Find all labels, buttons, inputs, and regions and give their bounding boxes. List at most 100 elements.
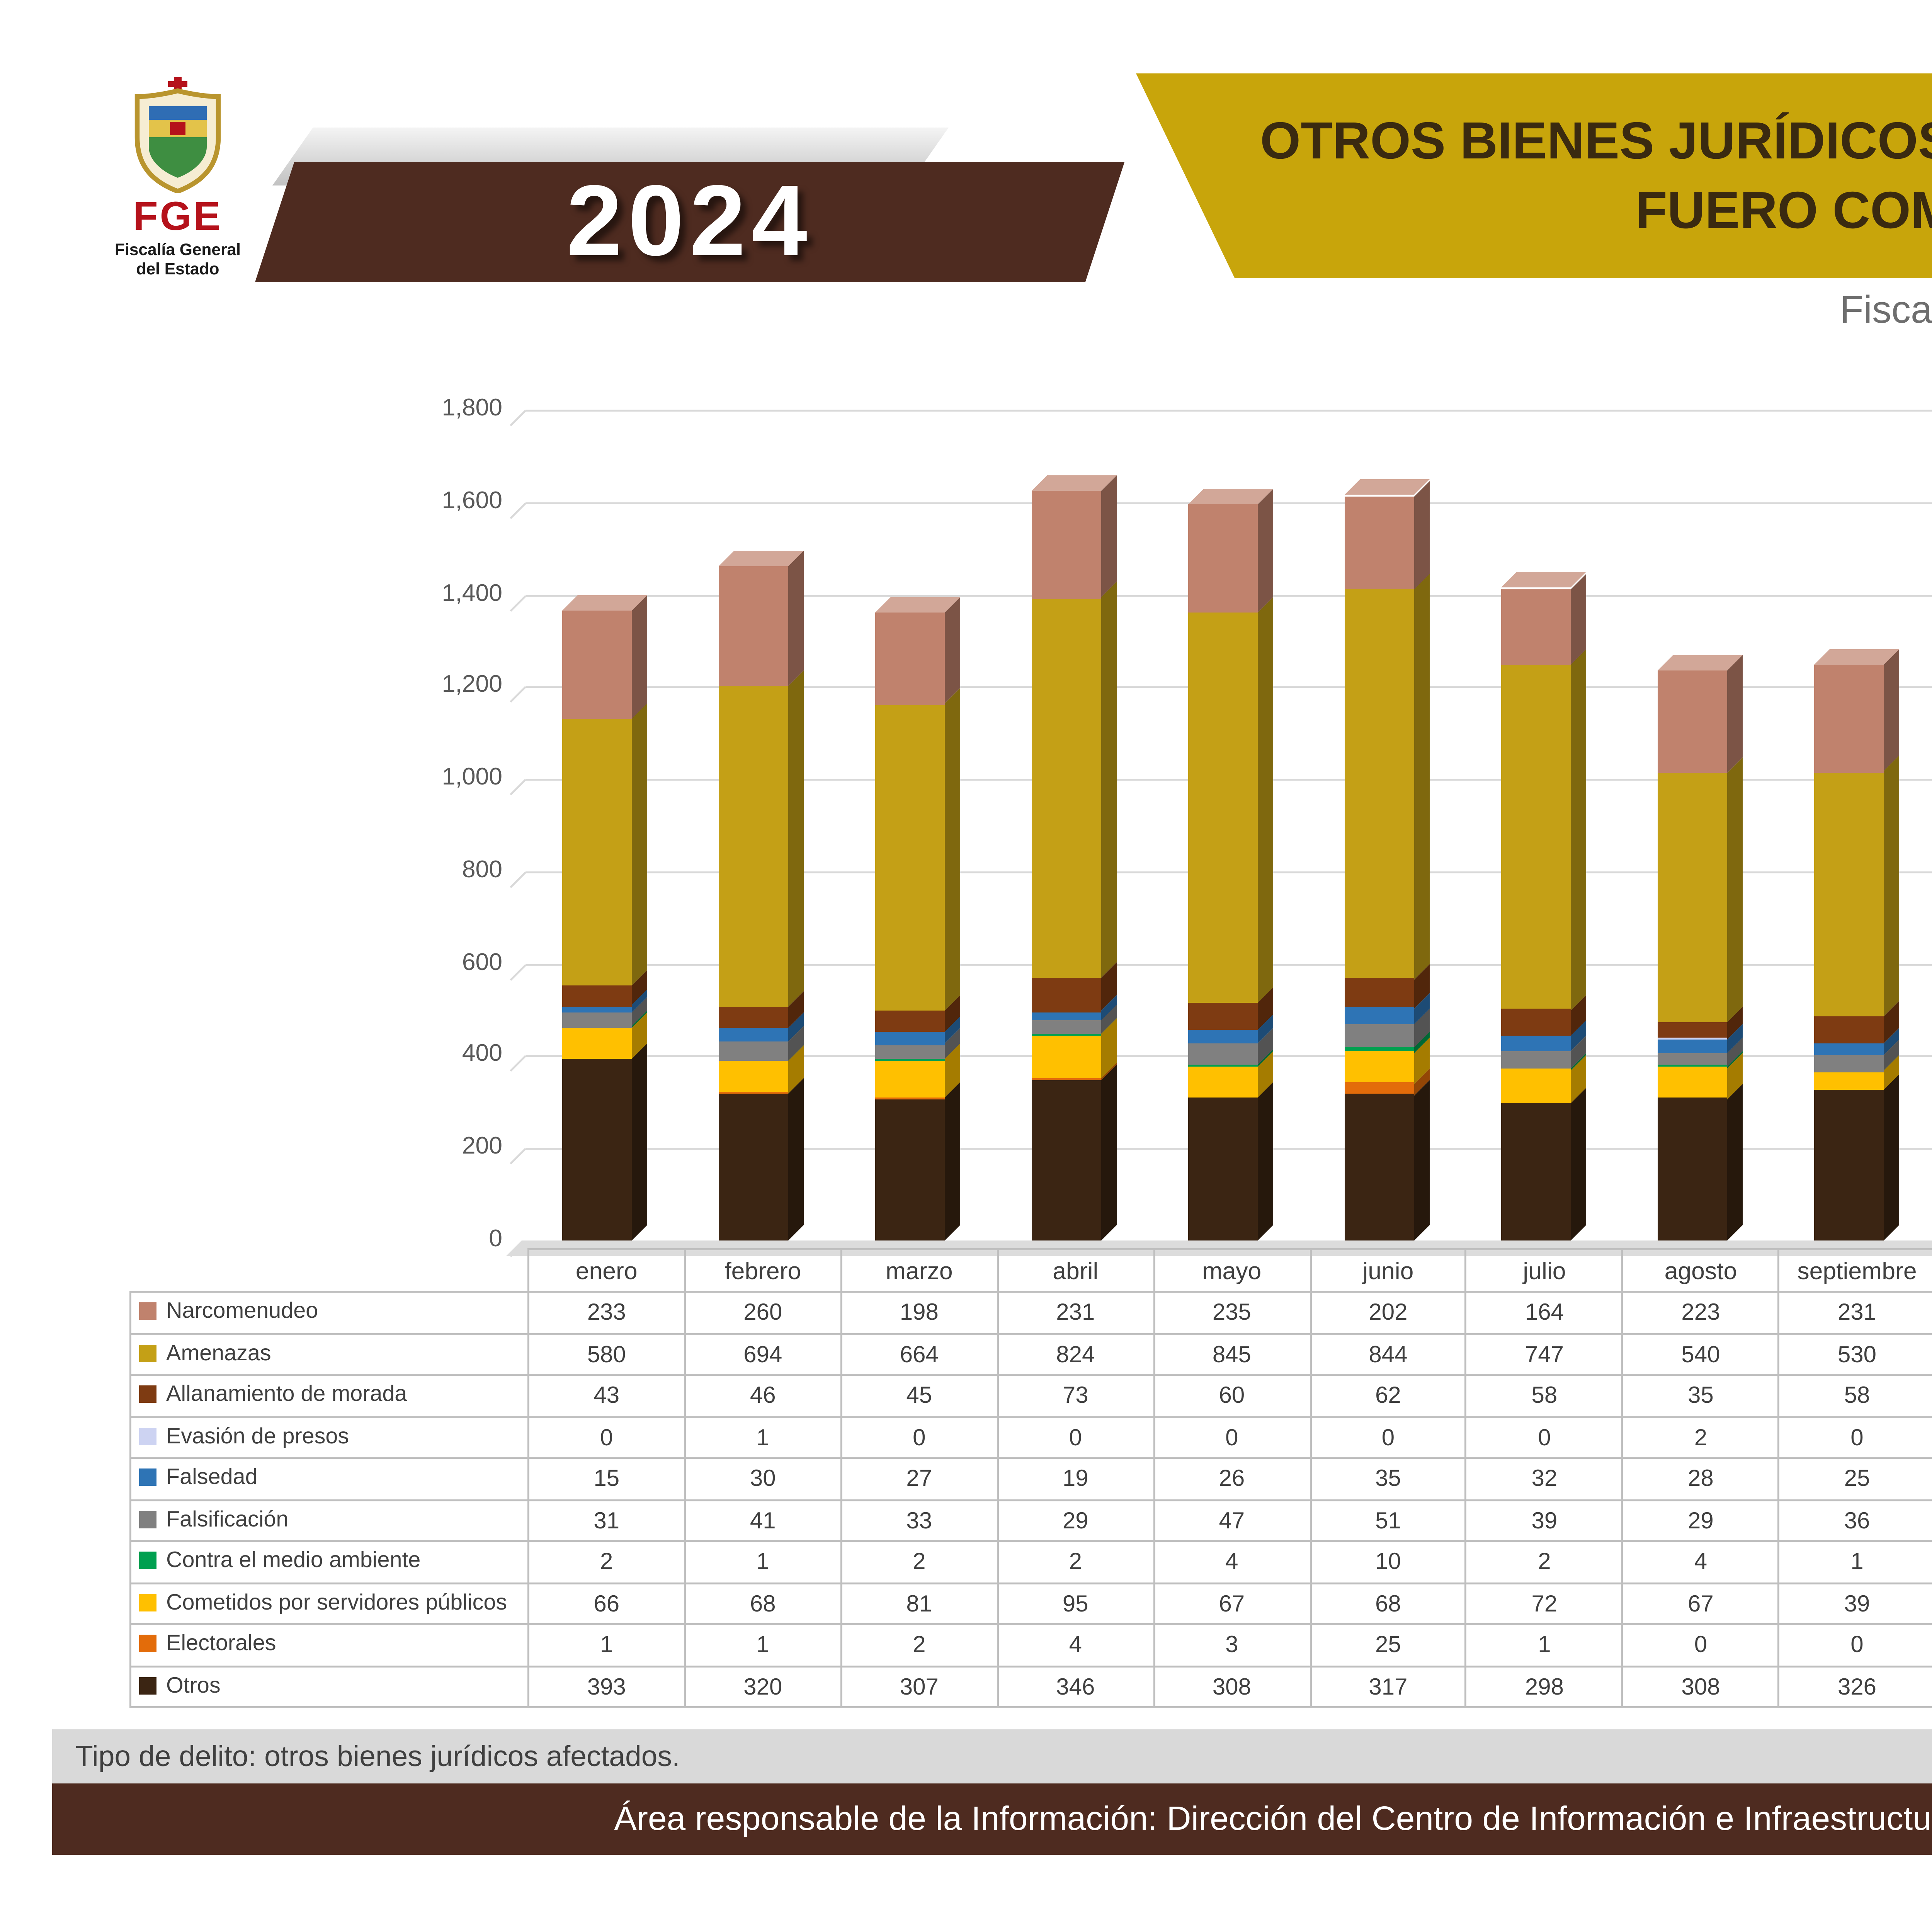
bar-abril xyxy=(1031,410,1116,1240)
bar-top-face xyxy=(1031,476,1116,492)
value-cell: 30 xyxy=(684,1457,842,1501)
y-axis-label: 1,200 xyxy=(442,671,502,698)
value-cell: 1 xyxy=(684,1623,842,1667)
bar-side xyxy=(631,596,646,1240)
gridline-depth-tick xyxy=(510,1056,526,1073)
bar-segment xyxy=(1656,1065,1726,1068)
table-row: Amenazas58069466482484584474754053061855… xyxy=(129,1332,1932,1376)
value-cell: 4 xyxy=(1153,1540,1311,1584)
legend-swatch xyxy=(139,1303,156,1320)
bar-segment xyxy=(1500,1035,1570,1051)
y-axis-label: 600 xyxy=(462,948,502,975)
value-cell: 235 xyxy=(1153,1291,1311,1334)
value-cell: 317 xyxy=(1309,1664,1468,1708)
value-cell: 580 xyxy=(527,1332,686,1376)
value-cell: 81 xyxy=(840,1581,998,1625)
value-cell: 2 xyxy=(840,1540,998,1584)
chart-data-table: enero febrero marzo abril mayo junio julio agos… xyxy=(129,1248,1932,1708)
bar-segment-side xyxy=(1570,648,1585,1009)
bar-segment xyxy=(1656,1022,1726,1039)
value-cell: 1 xyxy=(527,1623,686,1667)
logo-acronym: FGE xyxy=(133,195,223,240)
value-cell: 67 xyxy=(1621,1581,1780,1625)
table-row: Allanamiento de morada 43 46 45 73 60 62 58 35 58… xyxy=(129,1374,1932,1417)
legend-cell: Electorales xyxy=(129,1623,529,1667)
value-cell: 164 xyxy=(1465,1291,1624,1334)
bar-segment xyxy=(1187,1064,1257,1066)
bar-segment xyxy=(561,1027,631,1028)
bar-segment xyxy=(1187,1042,1257,1064)
y-axis-label: 0 xyxy=(489,1225,502,1252)
bar-segment xyxy=(1813,1043,1883,1055)
gridline-depth-tick xyxy=(510,779,526,796)
value-cell: 25 xyxy=(1309,1623,1468,1667)
y-axis-label: 400 xyxy=(462,1040,502,1068)
legend-cell: Narcomenudeo xyxy=(129,1291,529,1334)
bar-julio xyxy=(1500,410,1585,1240)
bar-segment xyxy=(1344,1023,1413,1047)
value-cell: 231 xyxy=(1778,1291,1932,1334)
bar-segment xyxy=(1500,1009,1570,1036)
gridline-depth-tick xyxy=(510,964,526,980)
legend-cell: Amenazas xyxy=(129,1332,529,1376)
value-cell: 0 xyxy=(1153,1415,1311,1459)
value-cell: 15 xyxy=(527,1457,686,1501)
bar-segment xyxy=(1031,1081,1100,1240)
bar-segment-side xyxy=(1413,573,1429,978)
bar-mayo xyxy=(1187,410,1272,1240)
legend-swatch xyxy=(139,1344,156,1362)
value-cell: 3 xyxy=(1153,1623,1311,1667)
value-cell: 46 xyxy=(684,1374,842,1417)
bar-segment xyxy=(874,613,944,705)
value-cell: 26 xyxy=(1153,1457,1311,1501)
bar-enero xyxy=(561,410,646,1240)
bar-segment-side xyxy=(631,703,646,987)
value-cell: 43 xyxy=(527,1374,686,1417)
bar-segment xyxy=(718,1027,787,1028)
bar-agosto xyxy=(1656,410,1742,1240)
bar-segment xyxy=(1031,1012,1100,1021)
value-cell: 530 xyxy=(1778,1332,1932,1376)
value-cell: 260 xyxy=(684,1291,842,1334)
legend-label: Narcomenudeo xyxy=(166,1301,318,1324)
bar-segment xyxy=(718,1060,787,1061)
value-cell: 2 xyxy=(1465,1540,1624,1584)
legend-cell: Falsedad xyxy=(129,1457,529,1501)
bar-segment xyxy=(1344,1051,1413,1083)
bar-side xyxy=(787,550,803,1240)
bar-segment xyxy=(1500,588,1570,664)
bar-segment xyxy=(1813,1090,1883,1240)
value-cell: 0 xyxy=(840,1415,998,1459)
month-header: junio xyxy=(1309,1248,1468,1293)
bar-side xyxy=(1726,654,1742,1240)
table-corner-cell xyxy=(131,1249,529,1292)
value-cell: 95 xyxy=(996,1581,1155,1625)
bar-segment xyxy=(561,1059,631,1240)
bar-segment-side xyxy=(1257,597,1272,1003)
y-axis-label: 1,600 xyxy=(442,486,502,514)
table-row: Cometidos por servidores públicos 66 68 81 9… xyxy=(129,1581,1932,1625)
value-cell: 35 xyxy=(1621,1374,1780,1417)
page-subtitle: Fiscalia General del Estado de Veracruz xyxy=(1840,290,1932,332)
logo-name-line1: Fiscalía General xyxy=(114,240,241,259)
bar-segment xyxy=(874,1011,944,1032)
value-cell: 308 xyxy=(1621,1664,1780,1708)
bar-segment xyxy=(561,1013,631,1028)
bar-segment-side xyxy=(631,1043,646,1240)
bar-segment-side xyxy=(1413,480,1429,589)
value-cell: 41 xyxy=(684,1498,842,1542)
bar-segment xyxy=(718,686,787,1006)
bar-stack xyxy=(1813,665,1883,1240)
legend-label: Evasión de presos xyxy=(166,1425,349,1449)
legend-label: Amenazas xyxy=(166,1342,271,1366)
bar-top-face xyxy=(718,550,803,566)
value-cell: 298 xyxy=(1465,1664,1624,1708)
value-cell: 62 xyxy=(1309,1374,1468,1417)
y-axis-label: 200 xyxy=(462,1133,502,1160)
bar-junio xyxy=(1344,410,1429,1240)
value-cell: 824 xyxy=(996,1332,1155,1376)
value-cell: 2 xyxy=(1621,1415,1780,1459)
bar-segment-side xyxy=(1726,654,1742,773)
bar-stack xyxy=(1344,495,1413,1240)
bar-segment xyxy=(1344,589,1413,978)
